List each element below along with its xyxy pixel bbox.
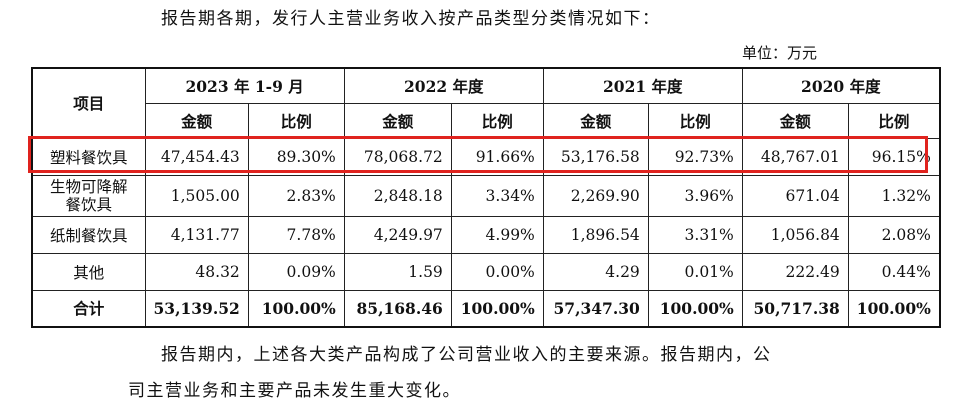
- cell-ratio: 2.08%: [847, 215, 941, 254]
- cell-ratio: 3.31%: [647, 215, 743, 254]
- cell-amount: 2,269.90: [542, 174, 649, 217]
- revenue-table: 项目 2023 年 1-9 月 2022 年度 2021 年度 2020 年度 …: [31, 67, 941, 328]
- total-row: 合计 53,139.52 100.00% 85,168.46 100.00% 5…: [31, 289, 941, 328]
- cell-ratio: 91.66%: [450, 137, 544, 176]
- cell-ratio: 100.00%: [847, 289, 941, 328]
- table-row: 其他 48.32 0.09% 1.59 0.00% 4.29 0.01% 222…: [31, 252, 941, 291]
- cell-ratio: 0.44%: [847, 252, 941, 291]
- amount-header: 金额: [741, 102, 849, 139]
- item-header: 项目: [31, 67, 146, 139]
- cell-amount: 1,056.84: [741, 215, 849, 254]
- row-label-line: 生物可降解: [49, 177, 128, 196]
- period-header: 2022 年度: [343, 67, 544, 104]
- cell-ratio: 96.15%: [847, 137, 941, 176]
- cell-amount: 4,131.77: [144, 215, 249, 254]
- cell-amount: 53,139.52: [144, 289, 249, 328]
- table-row: 生物可降解 餐饮具 1,505.00 2.83% 2,848.18 3.34% 2…: [31, 174, 941, 217]
- cell-amount: 2,848.18: [343, 174, 452, 217]
- cell-ratio: 2.83%: [247, 174, 345, 217]
- cell-amount: 48,767.01: [741, 137, 849, 176]
- cell-ratio: 1.32%: [847, 174, 941, 217]
- amount-header: 金额: [542, 102, 649, 139]
- cell-ratio: 0.00%: [450, 252, 544, 291]
- row-label: 其他: [31, 252, 146, 291]
- intro-text: 报告期各期，发行人主营业务收入按产品类型分类情况如下：: [161, 9, 661, 29]
- cell-ratio: 100.00%: [647, 289, 743, 328]
- cell-amount: 50,717.38: [741, 289, 849, 328]
- row-label: 塑料餐饮具: [31, 137, 146, 176]
- table-row: 塑料餐饮具 47,454.43 89.30% 78,068.72 91.66% …: [31, 137, 941, 176]
- table-row: 纸制餐饮具 4,131.77 7.78% 4,249.97 4.99% 1,89…: [31, 215, 941, 254]
- cell-amount: 4,249.97: [343, 215, 452, 254]
- row-label: 生物可降解 餐饮具: [31, 174, 146, 217]
- cell-amount: 222.49: [741, 252, 849, 291]
- cell-amount: 671.04: [741, 174, 849, 217]
- period-header: 2021 年度: [542, 67, 743, 104]
- cell-amount: 78,068.72: [343, 137, 452, 176]
- cell-ratio: 0.01%: [647, 252, 743, 291]
- cell-ratio: 92.73%: [647, 137, 743, 176]
- ratio-header: 比例: [847, 102, 941, 139]
- cell-ratio: 89.30%: [247, 137, 345, 176]
- cell-ratio: 0.09%: [247, 252, 345, 291]
- ratio-header: 比例: [647, 102, 743, 139]
- row-label-line: 餐饮具: [65, 195, 112, 214]
- cell-amount: 53,176.58: [542, 137, 649, 176]
- amount-header: 金额: [144, 102, 249, 139]
- cell-ratio: 100.00%: [247, 289, 345, 328]
- ratio-header: 比例: [450, 102, 544, 139]
- cell-ratio: 100.00%: [450, 289, 544, 328]
- unit-label: 单位：万元: [742, 44, 818, 62]
- paragraph-line: 报告期内，上述各大类产品构成了公司营业收入的主要来源。报告期内，公: [161, 345, 772, 365]
- cell-amount: 4.29: [542, 252, 649, 291]
- cell-ratio: 7.78%: [247, 215, 345, 254]
- cell-amount: 1,896.54: [542, 215, 649, 254]
- cell-amount: 48.32: [144, 252, 249, 291]
- cell-ratio: 4.99%: [450, 215, 544, 254]
- cell-amount: 1,505.00: [144, 174, 249, 217]
- amount-header: 金额: [343, 102, 452, 139]
- cell-amount: 57,347.30: [542, 289, 649, 328]
- row-label: 合计: [31, 289, 146, 328]
- ratio-header: 比例: [247, 102, 345, 139]
- period-header: 2023 年 1-9 月: [144, 67, 345, 104]
- cell-amount: 85,168.46: [343, 289, 452, 328]
- cell-ratio: 3.34%: [450, 174, 544, 217]
- period-header: 2020 年度: [741, 67, 941, 104]
- cell-amount: 1.59: [343, 252, 452, 291]
- cell-ratio: 3.96%: [647, 174, 743, 217]
- cell-amount: 47,454.43: [144, 137, 249, 176]
- row-label: 纸制餐饮具: [31, 215, 146, 254]
- paragraph-line: 司主营业务和主要产品未发生重大变化。: [128, 381, 461, 401]
